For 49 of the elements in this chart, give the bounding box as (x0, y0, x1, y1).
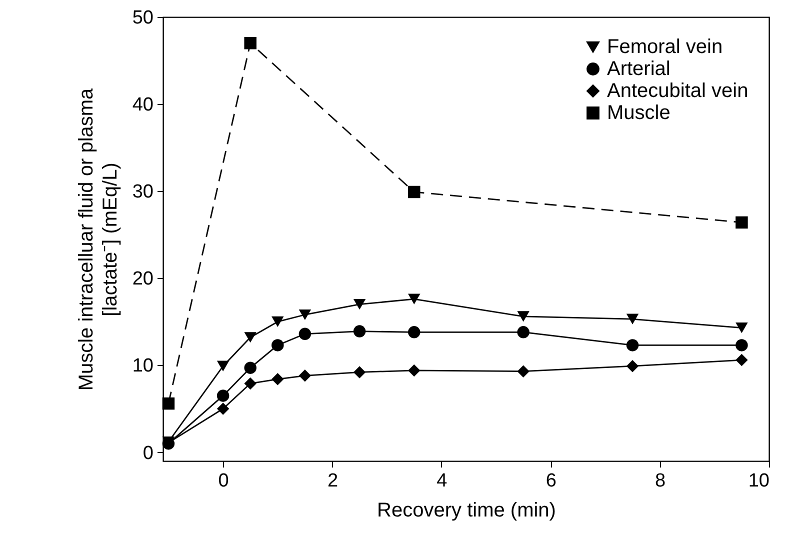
point (626, 314, 639, 324)
point (216, 360, 230, 372)
legend-label: Muscle (607, 102, 670, 124)
x-tick-label: 4 (436, 470, 448, 492)
point (272, 339, 284, 352)
point (162, 397, 175, 410)
x-tick-label: 2 (327, 470, 338, 492)
point (626, 339, 639, 352)
legend-label: Antecubital vein (607, 80, 748, 102)
point (298, 370, 312, 382)
point (626, 360, 639, 372)
legend-label: Femoral vein (607, 36, 723, 58)
point (736, 354, 748, 366)
point (408, 326, 420, 338)
legend-label: Arterial (607, 58, 670, 80)
point (408, 294, 420, 304)
point (517, 326, 530, 338)
point (353, 325, 366, 338)
point (244, 362, 256, 374)
y-tick-label: 0 (142, 442, 154, 464)
point (408, 364, 420, 377)
x-tick-label: 10 (748, 470, 770, 492)
point (272, 316, 284, 328)
point (216, 390, 230, 402)
x-tick-label: 0 (218, 470, 229, 492)
point (244, 377, 256, 390)
y-tick-label: 30 (132, 182, 154, 203)
point (298, 309, 312, 320)
point (244, 36, 256, 50)
point (736, 216, 748, 229)
point (353, 298, 366, 310)
y-axis-title: Muscle intracelluar fluid or plasma [lactate⁻] (mEq/L) (75, 87, 122, 391)
x-axis-title: Recovery time (min) (377, 500, 556, 522)
y-tick-label: 10 (132, 356, 154, 377)
point (408, 186, 420, 198)
x-tick-label: 6 (546, 470, 556, 492)
point (736, 322, 748, 334)
y-tick-label: 50 (132, 8, 154, 28)
y-tick-label: 20 (132, 268, 154, 290)
point (517, 311, 530, 322)
point (736, 339, 748, 352)
point (272, 373, 284, 386)
point (216, 402, 230, 415)
point (298, 328, 312, 340)
x-tick-label: 8 (655, 470, 666, 492)
point (244, 332, 256, 343)
point (353, 366, 366, 378)
y-tick-label: 40 (132, 94, 154, 116)
point (517, 365, 530, 378)
